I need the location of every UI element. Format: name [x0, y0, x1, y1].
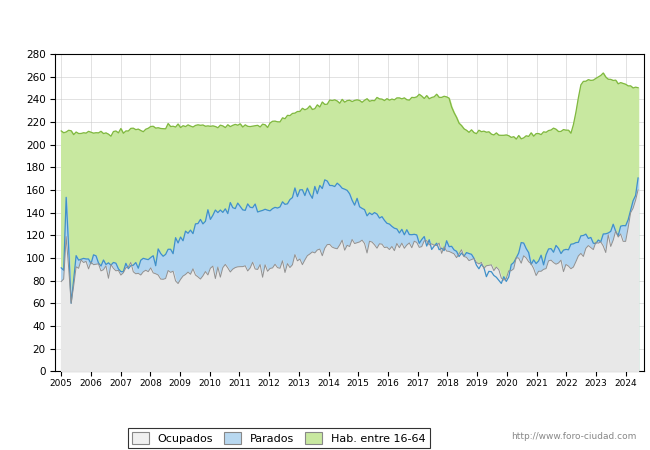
Text: La Iglesuela - Evolucion de la poblacion en edad de Trabajar Mayo de 2024: La Iglesuela - Evolucion de la poblacion…: [65, 17, 585, 30]
Text: http://www.foro-ciudad.com: http://www.foro-ciudad.com: [512, 432, 637, 441]
Legend: Ocupados, Parados, Hab. entre 16-64: Ocupados, Parados, Hab. entre 16-64: [127, 428, 430, 448]
